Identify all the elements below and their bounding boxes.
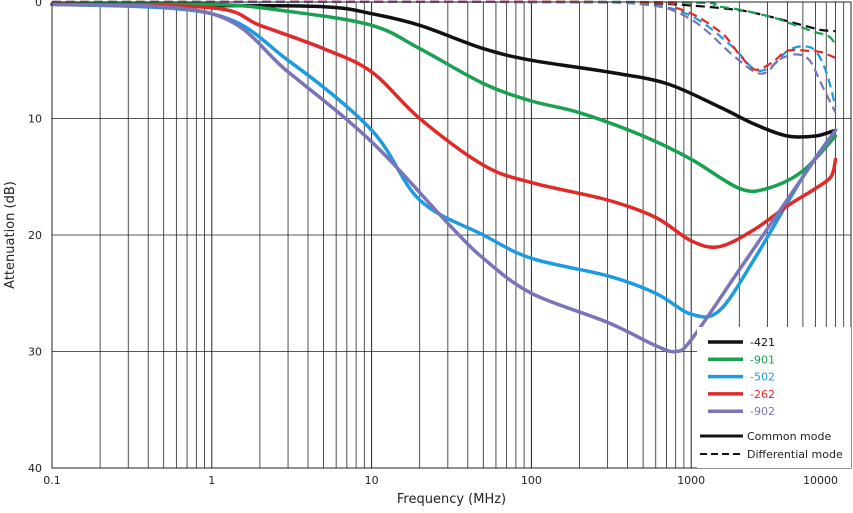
x-tick-label: 0.1 xyxy=(43,474,61,487)
y-axis-title: Attenuation (dB) xyxy=(3,181,18,289)
y-tick-label: 20 xyxy=(28,229,42,242)
x-tick-label: 10000 xyxy=(803,474,838,487)
x-tick-label: 1000 xyxy=(677,474,705,487)
y-tick-label: 40 xyxy=(28,462,42,475)
legend: -421 -901 -502 -262 -902 Common mode Different… xyxy=(697,327,851,468)
x-tick-label: 100 xyxy=(521,474,542,487)
legend-label-902: -902 xyxy=(750,405,775,418)
y-tick-label: 0 xyxy=(35,0,42,9)
series-line-262-common xyxy=(50,2,838,250)
x-axis-title: Frequency (MHz) xyxy=(397,492,506,507)
y-tick-label: 10 xyxy=(28,113,42,126)
legend-label-901: -901 xyxy=(750,353,775,366)
series-line-502-differential xyxy=(51,0,837,108)
plot-frame xyxy=(51,1,852,469)
legend-mode-label-dashed: Differential mode xyxy=(747,448,843,461)
series-lines xyxy=(50,0,838,354)
legend-label-421: -421 xyxy=(750,336,775,349)
series-line-901-common xyxy=(50,2,838,194)
legend-mode-label-solid: Common mode xyxy=(747,430,831,443)
y-tick-label: 30 xyxy=(28,346,42,359)
series-line-902-common xyxy=(50,2,838,354)
axes: 0 10 20 30 400.1 1 10 100 1000 10000 Frequency (MH… xyxy=(3,0,852,507)
x-tick-label: 1 xyxy=(208,474,215,487)
series-line-502-common xyxy=(50,2,838,319)
legend-label-502: -502 xyxy=(750,371,775,384)
series-line-902-differential xyxy=(51,0,837,114)
legend-label-262: -262 xyxy=(750,388,775,401)
series-line-901-differential xyxy=(51,0,837,45)
series-line-421-differential xyxy=(51,0,836,33)
x-tick-label: 10 xyxy=(365,474,379,487)
legend-background xyxy=(697,327,851,468)
series-line-421-common xyxy=(50,2,838,139)
